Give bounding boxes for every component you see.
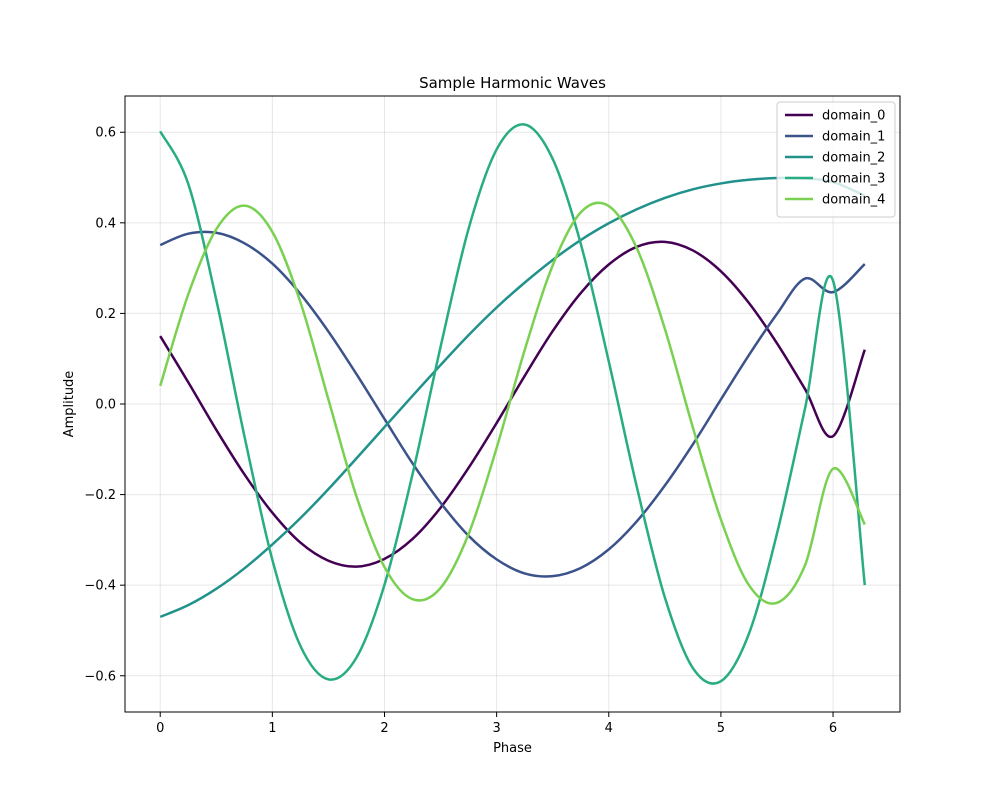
legend-label: domain_3: [822, 172, 885, 187]
x-tick-label: 6: [829, 721, 837, 736]
y-tick-label: 0.0: [95, 398, 116, 413]
x-tick-label: 5: [717, 721, 725, 736]
series-line-domain_1: [159, 230, 866, 578]
legend-label: domain_1: [822, 130, 885, 145]
x-axis: 0 1 2 3 4 5 6: [156, 712, 837, 736]
legend-label: domain_2: [822, 151, 885, 166]
series-line-domain_4: [159, 201, 866, 605]
series-line-domain_0: [159, 240, 866, 568]
x-tick-label: 3: [492, 721, 500, 736]
x-tick-label: 1: [268, 721, 276, 736]
legend: domain_0 domain_1 domain_2 domain_3 domain_4: [776, 101, 896, 218]
series-layer: [159, 123, 867, 685]
y-axis: −0.6 −0.4 −0.2 0.0 0.2 0.4 0.6: [84, 126, 125, 684]
x-tick-label: 2: [380, 721, 388, 736]
x-tick-label: 4: [605, 721, 613, 736]
grid: [125, 96, 900, 712]
x-axis-label: Phase: [493, 741, 532, 756]
series-line-domain_2: [159, 176, 866, 619]
legend-box: [776, 101, 896, 218]
series-line-domain_3: [159, 123, 867, 685]
y-axis-label: Amplitude: [62, 371, 77, 438]
legend-label: domain_0: [822, 109, 885, 124]
y-tick-label: 0.4: [95, 216, 116, 231]
y-tick-label: 0.2: [95, 307, 116, 322]
y-tick-label: 0.6: [95, 126, 116, 141]
legend-label: domain_4: [822, 193, 885, 208]
chart-title: Sample Harmonic Waves: [419, 74, 606, 92]
x-tick-label: 0: [156, 721, 164, 736]
y-tick-label: −0.2: [84, 488, 116, 503]
y-tick-label: −0.4: [84, 579, 116, 594]
y-tick-label: −0.6: [84, 669, 116, 684]
